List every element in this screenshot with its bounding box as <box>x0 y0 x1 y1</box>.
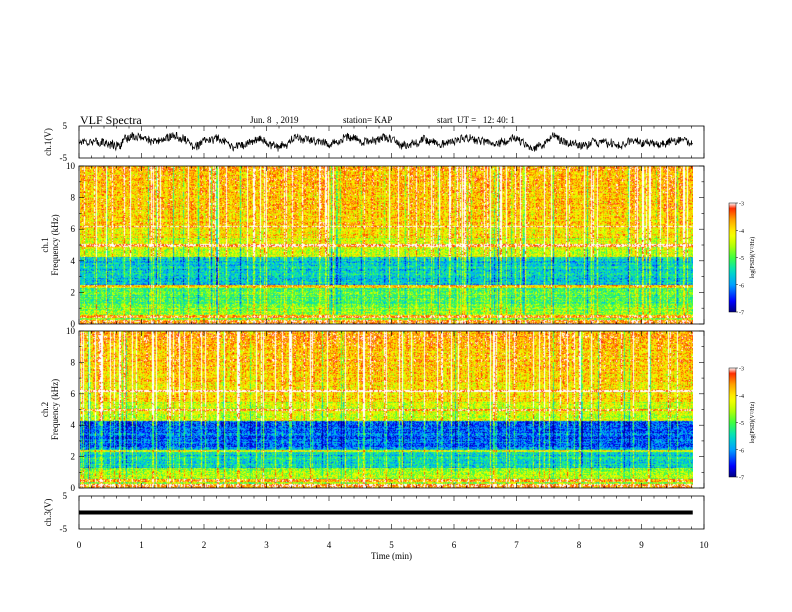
y-axis-label: Frequency (kHz) <box>50 214 60 275</box>
x-tick-label: 6 <box>452 540 457 550</box>
x-tick-label: 3 <box>264 540 269 550</box>
colorbar-tick-label: -3 <box>739 367 744 373</box>
ch1-y-tick-label: 5 <box>63 121 68 131</box>
colorbar-tick-label: -4 <box>739 229 744 235</box>
y-tick-label: 2 <box>71 287 76 297</box>
colorbar-tick-label: -7 <box>739 476 744 482</box>
x-tick-label: 0 <box>77 540 82 550</box>
ch3-y-tick-label: 5 <box>63 491 68 501</box>
x-tick-label: 1 <box>139 540 144 550</box>
ch1-waveform-line <box>78 132 693 152</box>
colorbar-label: log(PSD)(V²/Hz) <box>749 237 756 278</box>
y-tick-label: 10 <box>66 161 76 171</box>
colorbar-tick-label: -3 <box>739 202 744 208</box>
colorbar-1 <box>728 202 737 313</box>
ch3-y-tick-label: -5 <box>60 524 68 534</box>
colorbar-label: log(PSD)(V²/Hz) <box>749 402 756 443</box>
colorbar-2 <box>728 367 737 478</box>
y-tick-label: 2 <box>71 452 76 462</box>
ch3-y-axis-label: ch.3(V) <box>43 499 53 527</box>
colorbar-tick-label: -5 <box>739 421 744 427</box>
chart-title: VLF Spectra <box>80 113 142 127</box>
ch3-x-ticks <box>78 496 705 529</box>
y-axis-label-channel: ch.1 <box>40 237 50 252</box>
x-tick-label: 2 <box>202 540 207 550</box>
x-tick-label: 7 <box>514 540 519 550</box>
y-axis-label-channel: ch.2 <box>40 402 50 417</box>
y-tick-label: 6 <box>71 389 76 399</box>
y-tick-label: 4 <box>71 256 76 266</box>
y-tick-label: 0 <box>71 319 76 329</box>
colorbar-tick-label: -4 <box>739 394 744 400</box>
spectrogram-x-ticks-2 <box>78 331 705 488</box>
ch1-y-axis-label: ch.1(V) <box>43 128 53 156</box>
y-tick-label: 0 <box>71 483 76 493</box>
date-label: Jun. 8 , 2019 <box>250 115 299 125</box>
y-tick-label: 8 <box>71 357 76 367</box>
x-tick-label: 5 <box>389 540 394 550</box>
colorbar-tick-label: -5 <box>739 256 744 262</box>
x-tick-label: 4 <box>327 540 332 550</box>
ch1-y-label-group: ch.1(V) <box>43 128 53 156</box>
colorbar-tick-label: -6 <box>739 448 744 454</box>
x-axis-label: Time (min) <box>371 551 412 561</box>
start-time-label: start UT = 12: 40: 1 <box>437 115 515 125</box>
y-axis-label: Frequency (kHz) <box>50 379 60 440</box>
y-axis-label-group: ch.1 Frequency (kHz) <box>40 214 60 275</box>
y-tick-label: 6 <box>71 224 76 234</box>
colorbar-tick-label: -7 <box>739 311 744 317</box>
colorbar-label-group: log(PSD)(V²/Hz) <box>749 237 756 278</box>
spectrogram-1 <box>80 166 693 324</box>
colorbar-label-group: log(PSD)(V²/Hz) <box>749 402 756 443</box>
y-tick-label: 10 <box>66 326 76 336</box>
x-tick-label: 9 <box>639 540 644 550</box>
x-tick-label: 10 <box>700 540 710 550</box>
y-tick-label: 4 <box>71 420 76 430</box>
y-tick-label: 8 <box>71 193 76 203</box>
ch1-x-ticks <box>78 126 705 158</box>
spectrogram-x-ticks-1 <box>78 166 705 324</box>
station-label: station= KAP <box>343 115 393 125</box>
y-axis-label-group: ch.2 Frequency (kHz) <box>40 379 60 440</box>
ch3-y-label-group: ch.3(V) <box>43 499 53 527</box>
ch1-y-tick-label: -5 <box>60 153 68 163</box>
colorbar-tick-label: -6 <box>739 283 744 289</box>
spectrogram-2 <box>80 331 693 488</box>
x-tick-label: 8 <box>577 540 582 550</box>
